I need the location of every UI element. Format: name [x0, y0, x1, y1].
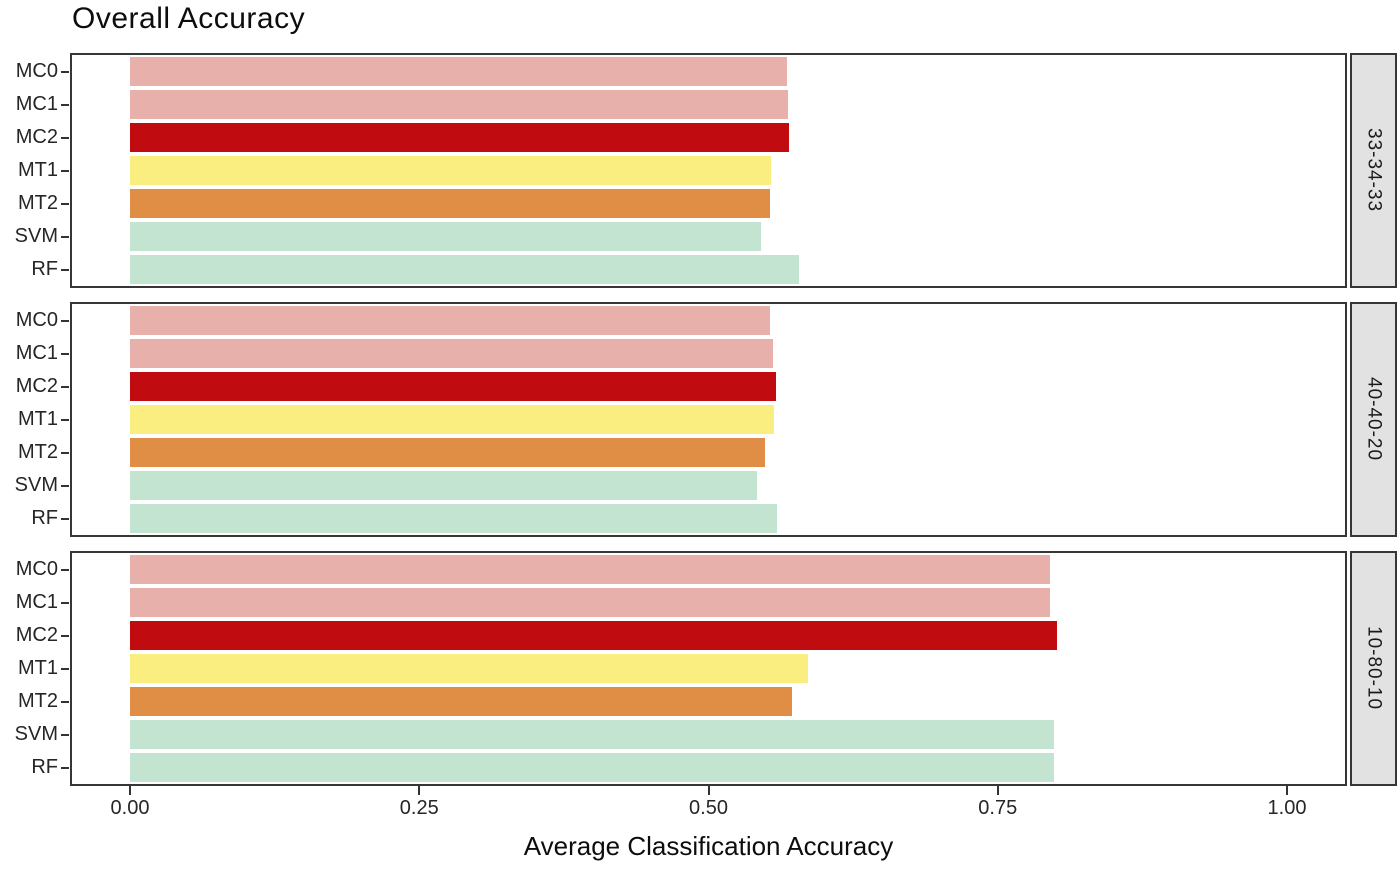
- y-axis-label-MT2: MT2: [18, 441, 58, 463]
- y-axis-tick-RF: [61, 517, 69, 520]
- bar-10-80-10-MT2: [130, 687, 792, 716]
- facet-strip-label: 40-40-20: [1363, 377, 1385, 462]
- bar-33-34-33-MC0: [130, 57, 787, 86]
- bar-10-80-10-RF: [130, 753, 1054, 782]
- y-axis-tick-MC0: [61, 319, 69, 322]
- bar-40-40-20-MC1: [130, 339, 773, 368]
- y-axis-label-MT1: MT1: [18, 657, 58, 679]
- bar-40-40-20-SVM: [130, 471, 757, 500]
- bar-10-80-10-MC2: [130, 621, 1057, 650]
- x-axis-tick-1.00: [1286, 786, 1288, 795]
- y-axis-tick-MC2: [61, 385, 69, 388]
- y-axis-tick-MT2: [61, 451, 69, 454]
- bar-40-40-20-MT2: [130, 438, 765, 467]
- bar-33-34-33-RF: [130, 255, 799, 284]
- y-axis-tick-SVM: [61, 733, 69, 736]
- facet-panel-33-34-33: [70, 53, 1347, 288]
- y-axis-tick-RF: [61, 268, 69, 271]
- bar-33-34-33-MT2: [130, 189, 770, 218]
- facet-strip-label: 33-34-33: [1363, 128, 1385, 213]
- y-axis-label-MC2: MC2: [15, 624, 58, 646]
- y-axis-label-MC0: MC0: [15, 558, 58, 580]
- bar-10-80-10-MT1: [130, 654, 808, 683]
- bar-33-34-33-MC1: [130, 90, 788, 119]
- x-axis-tick-0.50: [707, 786, 710, 795]
- y-axis-tick-MT1: [61, 667, 69, 670]
- y-axis-tick-SVM: [61, 484, 69, 487]
- bar-40-40-20-MT1: [130, 405, 774, 434]
- bar-33-34-33-SVM: [130, 222, 761, 251]
- y-axis-label-SVM: SVM: [14, 723, 58, 745]
- y-axis-label-RF: RF: [31, 507, 58, 529]
- x-axis-tick-0.25: [418, 786, 421, 795]
- y-axis-tick-RF: [61, 766, 69, 769]
- bar-33-34-33-MT1: [130, 156, 771, 185]
- bar-10-80-10-MC0: [130, 555, 1050, 584]
- y-axis-tick-MC1: [61, 103, 69, 106]
- y-axis-label-MC2: MC2: [15, 375, 58, 397]
- y-axis-tick-MC1: [61, 601, 69, 604]
- x-axis-tick-0.75: [996, 786, 999, 795]
- y-axis-tick-MT2: [61, 700, 69, 703]
- y-axis-label-MT1: MT1: [18, 408, 58, 430]
- bar-40-40-20-MC2: [130, 372, 776, 401]
- y-axis-label-MT2: MT2: [18, 690, 58, 712]
- x-axis-tick-label-0.50: 0.50: [689, 797, 728, 819]
- chart-title: Overall Accuracy: [72, 2, 306, 35]
- x-axis-title: Average Classification Accuracy: [523, 831, 894, 861]
- bar-40-40-20-RF: [130, 504, 777, 533]
- y-axis-label-RF: RF: [31, 756, 58, 778]
- y-axis-tick-MT1: [61, 169, 69, 172]
- bar-10-80-10-MC1: [130, 588, 1050, 617]
- facet-strip-label: 10-80-10: [1363, 626, 1385, 711]
- y-axis-label-MC1: MC1: [15, 342, 58, 364]
- y-axis-label-MC0: MC0: [15, 60, 58, 82]
- y-axis-tick-MT2: [61, 202, 69, 205]
- bar-40-40-20-MC0: [130, 306, 770, 335]
- y-axis-label-SVM: SVM: [14, 474, 58, 496]
- facet-strip-10-80-10: 10-80-10: [1350, 551, 1397, 786]
- y-axis-label-MC2: MC2: [15, 126, 58, 148]
- y-axis-label-MC1: MC1: [15, 591, 58, 613]
- bar-33-34-33-MC2: [130, 123, 789, 152]
- y-axis-tick-MC2: [61, 136, 69, 139]
- y-axis-label-RF: RF: [31, 258, 58, 280]
- y-axis-tick-MC0: [61, 70, 69, 73]
- bar-10-80-10-SVM: [130, 720, 1054, 749]
- facet-strip-40-40-20: 40-40-20: [1350, 302, 1397, 537]
- y-axis-tick-MC2: [61, 634, 69, 637]
- facet-strip-33-34-33: 33-34-33: [1350, 53, 1397, 288]
- y-axis-label-SVM: SVM: [14, 225, 58, 247]
- facet-panel-10-80-10: [70, 551, 1347, 786]
- y-axis-tick-MC0: [61, 568, 69, 571]
- x-axis-tick-label-0.00: 0.00: [110, 797, 150, 819]
- facet-panel-40-40-20: [70, 302, 1347, 537]
- y-axis-tick-MT1: [61, 418, 69, 421]
- y-axis-label-MC1: MC1: [15, 93, 58, 115]
- y-axis-label-MT1: MT1: [18, 159, 58, 181]
- x-axis-tick-label-0.25: 0.25: [399, 797, 439, 819]
- x-axis-tick-label-0.75: 0.75: [978, 797, 1018, 819]
- y-axis-label-MT2: MT2: [18, 192, 58, 214]
- y-axis-tick-MC1: [61, 352, 69, 355]
- y-axis-label-MC0: MC0: [15, 309, 58, 331]
- x-axis-tick-0.00: [129, 786, 131, 795]
- y-axis-tick-SVM: [61, 235, 69, 238]
- x-axis-tick-label-1.00: 1.00: [1267, 797, 1307, 819]
